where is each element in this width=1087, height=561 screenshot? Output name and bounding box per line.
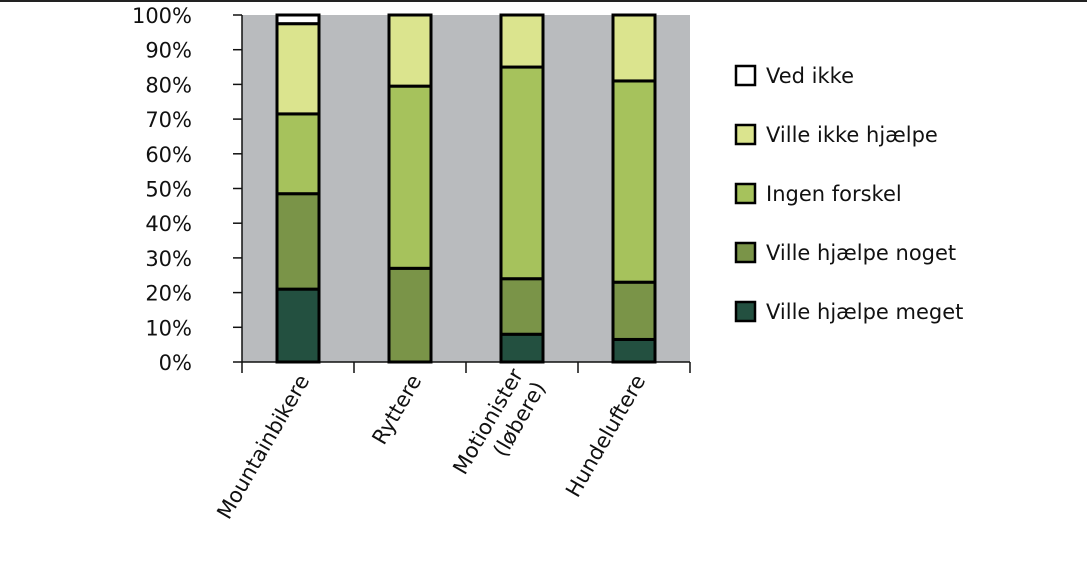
legend-swatch bbox=[734, 241, 757, 264]
x-category-label: Mountainbikere bbox=[212, 371, 314, 524]
legend-label: Ville hjælpe meget bbox=[766, 300, 963, 324]
y-tick-label: 20% bbox=[145, 282, 192, 306]
legend-label: Ved ikke bbox=[766, 64, 854, 88]
y-tick-label: 90% bbox=[145, 39, 192, 63]
bar-segment-ingen-forskel bbox=[387, 84, 433, 270]
x-category-label: Ryttere bbox=[367, 371, 426, 449]
y-tick-label: 100% bbox=[132, 4, 192, 28]
legend-label: Ville ikke hjælpe bbox=[766, 123, 938, 147]
bar-segment-ingen-forskel bbox=[275, 112, 321, 196]
bar-segment-ville-hjælpe-meget bbox=[499, 332, 545, 364]
legend-label: Ville hjælpe noget bbox=[766, 241, 956, 265]
bar-segment-ville-hjælpe-noget bbox=[499, 277, 545, 336]
y-tick-label: 40% bbox=[145, 212, 192, 236]
y-tick-label: 60% bbox=[145, 143, 192, 167]
y-tick-label: 10% bbox=[145, 316, 192, 340]
bar-segment-ville-ikke-hjælpe bbox=[499, 13, 545, 69]
bar-segment-ville-hjælpe-noget bbox=[387, 266, 433, 364]
legend-swatch bbox=[734, 182, 757, 205]
bar-segment-ville-ikke-hjælpe bbox=[387, 13, 433, 88]
y-tick-label: 70% bbox=[145, 108, 192, 132]
legend-swatch bbox=[734, 123, 757, 146]
y-tick-label: 80% bbox=[145, 73, 192, 97]
x-category-label: Motionister(løbere) bbox=[448, 364, 550, 491]
legend-swatch bbox=[734, 64, 757, 87]
bar-segment-ville-hjælpe-noget bbox=[611, 280, 657, 341]
top-rule bbox=[0, 0, 1087, 2]
y-tick-label: 50% bbox=[145, 178, 192, 202]
bar-segment-ville-hjælpe-noget bbox=[275, 192, 321, 291]
x-category-label-line: Mountainbikere bbox=[212, 371, 314, 524]
bar-segment-ingen-forskel bbox=[499, 65, 545, 281]
bar-segment-ville-ikke-hjælpe bbox=[611, 13, 657, 83]
bar-segment-ved-ikke bbox=[275, 13, 321, 26]
x-category-label: Hundeluftere bbox=[561, 371, 650, 502]
x-category-label-line: Ryttere bbox=[367, 371, 426, 449]
y-tick-label: 30% bbox=[145, 247, 192, 271]
y-tick-label: 0% bbox=[159, 351, 192, 375]
bar-segment-ingen-forskel bbox=[611, 79, 657, 284]
x-category-label-line: Hundeluftere bbox=[561, 371, 650, 502]
bar-segment-ville-ikke-hjælpe bbox=[275, 22, 321, 116]
legend-label: Ingen forskel bbox=[766, 182, 902, 206]
legend-swatch bbox=[734, 300, 757, 323]
bar-segment-ville-hjælpe-meget bbox=[275, 287, 321, 364]
bar-segment-ville-hjælpe-meget bbox=[611, 337, 657, 364]
